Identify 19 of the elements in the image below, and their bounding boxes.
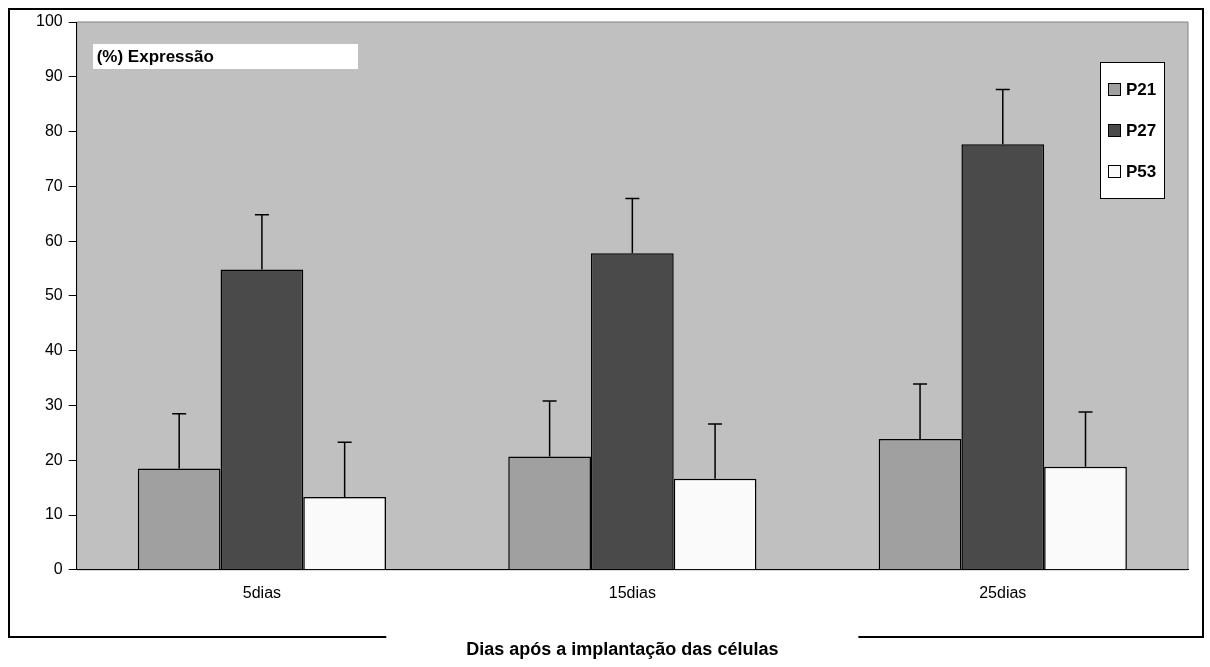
y-tick-label: 20 (44, 450, 63, 468)
x-tick-label: 25dias (979, 583, 1027, 601)
y-tick-label: 30 (44, 395, 63, 413)
y-tick-label: 70 (44, 176, 63, 194)
y-tick-label: 40 (44, 341, 63, 359)
y-tick-label: 100 (35, 12, 63, 30)
y-tick-label: 60 (44, 231, 63, 249)
y-tick-label: 80 (44, 121, 63, 139)
legend-label: P53 (1126, 161, 1157, 182)
x-tick-label: 15dias (608, 583, 656, 601)
legend-label: P27 (1126, 120, 1157, 141)
y-tick-label: 50 (44, 286, 63, 304)
x-tick-label: 5dias (242, 583, 282, 601)
y-tick-label: 90 (44, 67, 63, 85)
label-box: (%) Expressão (92, 44, 358, 69)
y-tick-label: 0 (53, 560, 63, 578)
y-tick-label: 10 (44, 505, 63, 523)
legend-label: P21 (1126, 79, 1157, 100)
x-axis-title: Dias após a implantação das células (466, 638, 779, 659)
